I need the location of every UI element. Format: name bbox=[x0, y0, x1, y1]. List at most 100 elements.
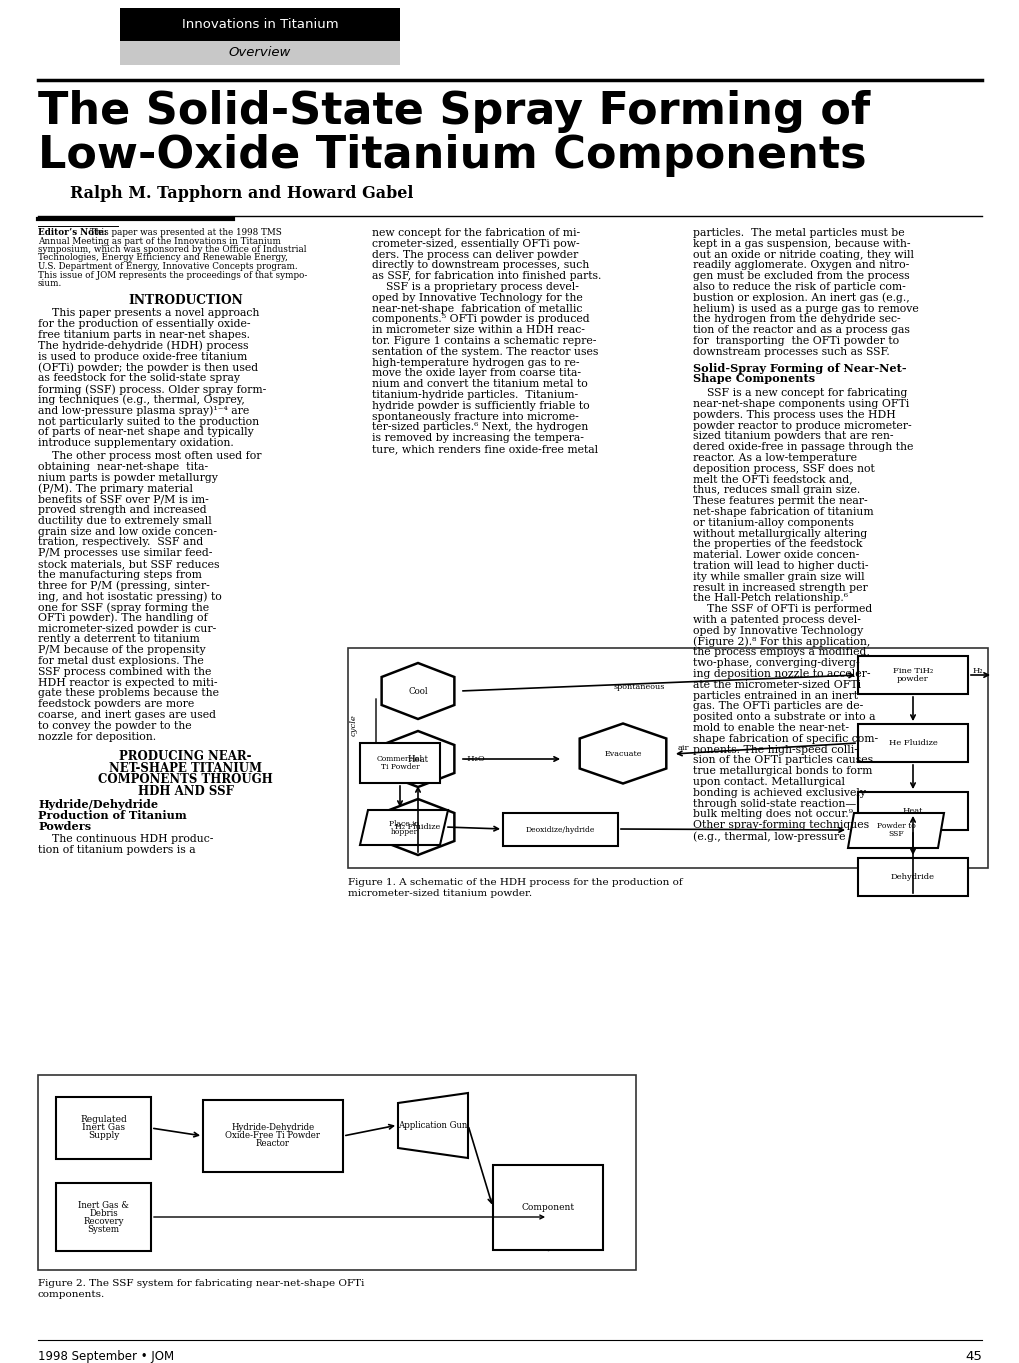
Text: high-temperature hydrogen gas to re-: high-temperature hydrogen gas to re- bbox=[372, 357, 579, 368]
Text: sium.: sium. bbox=[38, 279, 62, 288]
Text: Technologies, Εnergy Εfficiency and Renewable Εnergy,: Technologies, Εnergy Εfficiency and Rene… bbox=[38, 254, 287, 263]
Text: crometer-sized, essentially OFTi pow-: crometer-sized, essentially OFTi pow- bbox=[372, 239, 579, 249]
Text: for metal dust explosions. The: for metal dust explosions. The bbox=[38, 656, 204, 667]
Text: H₂: H₂ bbox=[972, 667, 982, 675]
Text: Cool: Cool bbox=[408, 687, 427, 695]
Text: in micrometer size within a HDH reac-: in micrometer size within a HDH reac- bbox=[372, 326, 584, 335]
Text: Powders: Powders bbox=[38, 821, 91, 831]
Text: dered oxide-free in passage through the: dered oxide-free in passage through the bbox=[692, 442, 912, 453]
Bar bbox=[857, 857, 967, 895]
Text: posited onto a substrate or into a: posited onto a substrate or into a bbox=[692, 713, 874, 722]
Text: ing, and hot isostatic pressing) to: ing, and hot isostatic pressing) to bbox=[38, 592, 221, 602]
Text: The other process most often used for: The other process most often used for bbox=[38, 451, 261, 461]
Polygon shape bbox=[381, 662, 453, 720]
Text: –H₂O: –H₂O bbox=[464, 755, 485, 763]
Text: Application Gun: Application Gun bbox=[398, 1120, 467, 1130]
Text: forming (SSF) process. Older spray form-: forming (SSF) process. Older spray form- bbox=[38, 384, 266, 395]
Text: Inert Gas &: Inert Gas & bbox=[78, 1201, 128, 1209]
Text: 45: 45 bbox=[964, 1349, 981, 1363]
Text: reactor. As a low-temperature: reactor. As a low-temperature bbox=[692, 453, 856, 463]
Text: SSF is a proprietary process devel-: SSF is a proprietary process devel- bbox=[372, 282, 579, 292]
Text: obtaining  near-net-shape  tita-: obtaining near-net-shape tita- bbox=[38, 462, 208, 472]
Text: HDH reactor is expected to miti-: HDH reactor is expected to miti- bbox=[38, 677, 217, 688]
Text: proved strength and increased: proved strength and increased bbox=[38, 504, 207, 515]
Text: This paper was presented at the 1998 TMS: This paper was presented at the 1998 TMS bbox=[87, 228, 281, 237]
Text: near-net-shape components using OFTi: near-net-shape components using OFTi bbox=[692, 399, 908, 409]
Text: thus, reduces small grain size.: thus, reduces small grain size. bbox=[692, 485, 859, 495]
Polygon shape bbox=[381, 731, 453, 786]
Text: Ralph M. Tapphorn and Howard Gabel: Ralph M. Tapphorn and Howard Gabel bbox=[70, 185, 413, 202]
Text: coarse, and inert gases are used: coarse, and inert gases are used bbox=[38, 710, 216, 720]
Text: System: System bbox=[88, 1224, 119, 1234]
Text: Debris: Debris bbox=[89, 1209, 118, 1217]
Text: rently a deterrent to titanium: rently a deterrent to titanium bbox=[38, 635, 200, 645]
Text: INTRODUCTION: INTRODUCTION bbox=[128, 293, 243, 307]
Text: the properties of the feedstock: the properties of the feedstock bbox=[692, 540, 862, 549]
Text: one for SSF (spray forming the: one for SSF (spray forming the bbox=[38, 602, 209, 612]
Text: the Hall-Petch relationship.⁶: the Hall-Petch relationship.⁶ bbox=[692, 593, 847, 604]
Text: Overview: Overview bbox=[228, 46, 290, 60]
Text: titanium-hydride particles.  Titanium-: titanium-hydride particles. Titanium- bbox=[372, 390, 578, 399]
Text: The continuous HDH produc-: The continuous HDH produc- bbox=[38, 834, 213, 844]
Text: as SSF, for fabrication into finished parts.: as SSF, for fabrication into finished pa… bbox=[372, 271, 601, 281]
Text: gen must be excluded from the process: gen must be excluded from the process bbox=[692, 271, 909, 281]
Text: tion of titanium powders is a: tion of titanium powders is a bbox=[38, 845, 196, 855]
Text: stock materials, but SSF reduces: stock materials, but SSF reduces bbox=[38, 559, 219, 568]
Text: hydride powder is sufficiently friable to: hydride powder is sufficiently friable t… bbox=[372, 401, 589, 410]
Text: HDH AND SSF: HDH AND SSF bbox=[138, 785, 233, 797]
Polygon shape bbox=[579, 724, 665, 784]
Text: for the production of essentially oxide-: for the production of essentially oxide- bbox=[38, 319, 251, 330]
Text: result in increased strength per: result in increased strength per bbox=[692, 582, 867, 593]
Text: benefits of SSF over P/M is im-: benefits of SSF over P/M is im- bbox=[38, 495, 209, 504]
Text: Deoxidize/hydride: Deoxidize/hydride bbox=[526, 826, 595, 834]
Text: Fine TiH₂: Fine TiH₂ bbox=[892, 667, 932, 675]
Text: upon contact. Metallurgical: upon contact. Metallurgical bbox=[692, 777, 844, 786]
Text: ate the micrometer-sized OFTi: ate the micrometer-sized OFTi bbox=[692, 680, 860, 690]
Text: SSF is a new concept for fabricating: SSF is a new concept for fabricating bbox=[692, 388, 907, 398]
Text: He Fluidize: He Fluidize bbox=[888, 739, 936, 747]
Text: ity while smaller grain size will: ity while smaller grain size will bbox=[692, 572, 864, 582]
Text: downstream processes such as SSF.: downstream processes such as SSF. bbox=[692, 346, 889, 357]
Text: ture, which renders fine oxide-free metal: ture, which renders fine oxide-free meta… bbox=[372, 444, 597, 454]
Text: ponents. The high-speed colli-: ponents. The high-speed colli- bbox=[692, 744, 857, 755]
Bar bbox=[492, 1165, 602, 1250]
Text: The Solid-State Spray Forming of: The Solid-State Spray Forming of bbox=[38, 90, 869, 134]
Text: kept in a gas suspension, because with-: kept in a gas suspension, because with- bbox=[692, 239, 910, 249]
Bar bbox=[857, 724, 967, 762]
Text: tion of the reactor and as a process gas: tion of the reactor and as a process gas bbox=[692, 326, 909, 335]
Text: nium and convert the titanium metal to: nium and convert the titanium metal to bbox=[372, 379, 587, 390]
Text: PRODUCING NEAR-: PRODUCING NEAR- bbox=[119, 751, 252, 763]
Text: NET-SHAPE TITANIUM: NET-SHAPE TITANIUM bbox=[109, 762, 262, 776]
Text: introduce supplementary oxidation.: introduce supplementary oxidation. bbox=[38, 438, 233, 448]
Text: tration, respectively.  SSF and: tration, respectively. SSF and bbox=[38, 537, 203, 548]
Text: without metallurgically altering: without metallurgically altering bbox=[692, 529, 866, 538]
Bar bbox=[38, 1075, 636, 1270]
Text: Inert Gas: Inert Gas bbox=[82, 1123, 125, 1133]
Bar bbox=[56, 1097, 151, 1159]
Text: Evacuate: Evacuate bbox=[603, 750, 641, 758]
Text: the process employs a modified,: the process employs a modified, bbox=[692, 647, 869, 657]
Text: Low-Oxide Titanium Components: Low-Oxide Titanium Components bbox=[38, 134, 866, 177]
Bar bbox=[347, 647, 987, 868]
Text: sentation of the system. The reactor uses: sentation of the system. The reactor use… bbox=[372, 346, 598, 357]
Text: Other spray-forming techniques: Other spray-forming techniques bbox=[692, 821, 868, 830]
Text: bustion or explosion. An inert gas (e.g.,: bustion or explosion. An inert gas (e.g.… bbox=[692, 293, 909, 304]
Bar bbox=[857, 792, 967, 830]
Text: is used to produce oxide-free titanium: is used to produce oxide-free titanium bbox=[38, 352, 247, 361]
Polygon shape bbox=[397, 1093, 468, 1159]
Text: Editor’s Note:: Editor’s Note: bbox=[38, 228, 107, 237]
Text: and low-pressure plasma spray)¹⁻⁴ are: and low-pressure plasma spray)¹⁻⁴ are bbox=[38, 406, 249, 416]
Text: true metallurgical bonds to form: true metallurgical bonds to form bbox=[692, 766, 871, 776]
Text: (Figure 2).⁸ For this application,: (Figure 2).⁸ For this application, bbox=[692, 637, 869, 647]
Text: gate these problems because the: gate these problems because the bbox=[38, 688, 219, 698]
Text: The SSF of OFTi is performed: The SSF of OFTi is performed bbox=[692, 604, 871, 615]
Text: (e.g., thermal, low-pressure: (e.g., thermal, low-pressure bbox=[692, 831, 845, 841]
Text: Annual Meeting as part of the Innovations in Titanium: Annual Meeting as part of the Innovation… bbox=[38, 237, 280, 245]
Text: Place in: Place in bbox=[388, 819, 419, 827]
Text: tration will lead to higher ducti-: tration will lead to higher ducti- bbox=[692, 562, 867, 571]
Text: Dehydride: Dehydride bbox=[891, 872, 934, 880]
Text: grain size and low oxide concen-: grain size and low oxide concen- bbox=[38, 526, 217, 537]
Text: This paper presents a novel approach: This paper presents a novel approach bbox=[38, 308, 259, 319]
Text: Component: Component bbox=[521, 1204, 574, 1212]
Text: COMPONENTS THROUGH: COMPONENTS THROUGH bbox=[98, 773, 273, 786]
